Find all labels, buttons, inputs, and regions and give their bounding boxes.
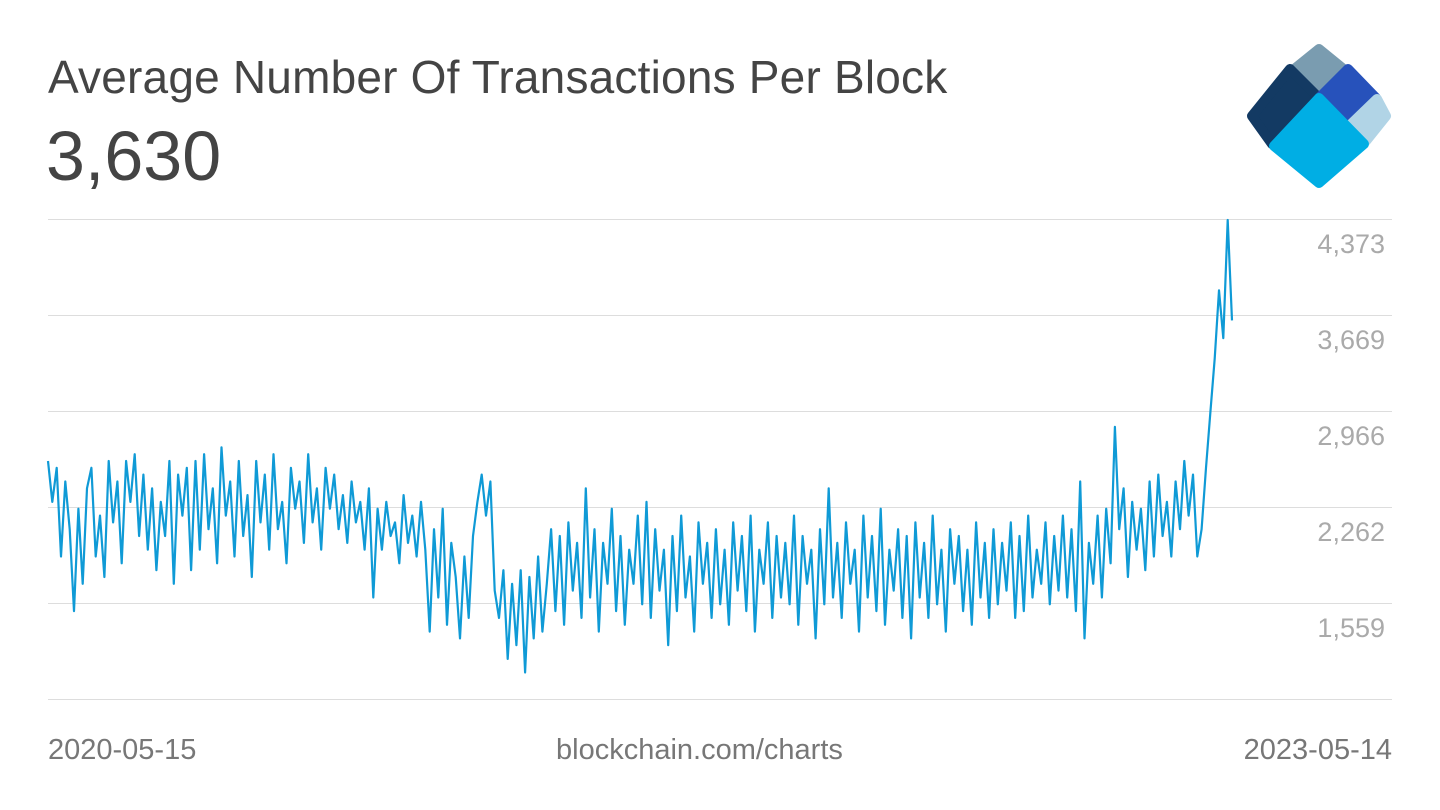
y-tick-label: 1,559 [1317, 613, 1385, 643]
x-end-label: 2023-05-14 [1243, 734, 1392, 766]
page-title: Average Number Of Transactions Per Block [48, 51, 948, 103]
y-tick-label: 2,262 [1317, 517, 1385, 547]
series-line [46, 218, 1234, 674]
y-tick-label: 4,373 [1317, 229, 1385, 259]
source-link[interactable]: blockchain.com/charts [556, 734, 843, 766]
current-value: 3,630 [46, 117, 222, 195]
logo-piece-bottom [1269, 93, 1369, 188]
x-start-label: 2020-05-15 [48, 734, 197, 766]
y-tick-label: 3,669 [1317, 325, 1385, 355]
y-tick-label: 2,966 [1317, 421, 1385, 451]
